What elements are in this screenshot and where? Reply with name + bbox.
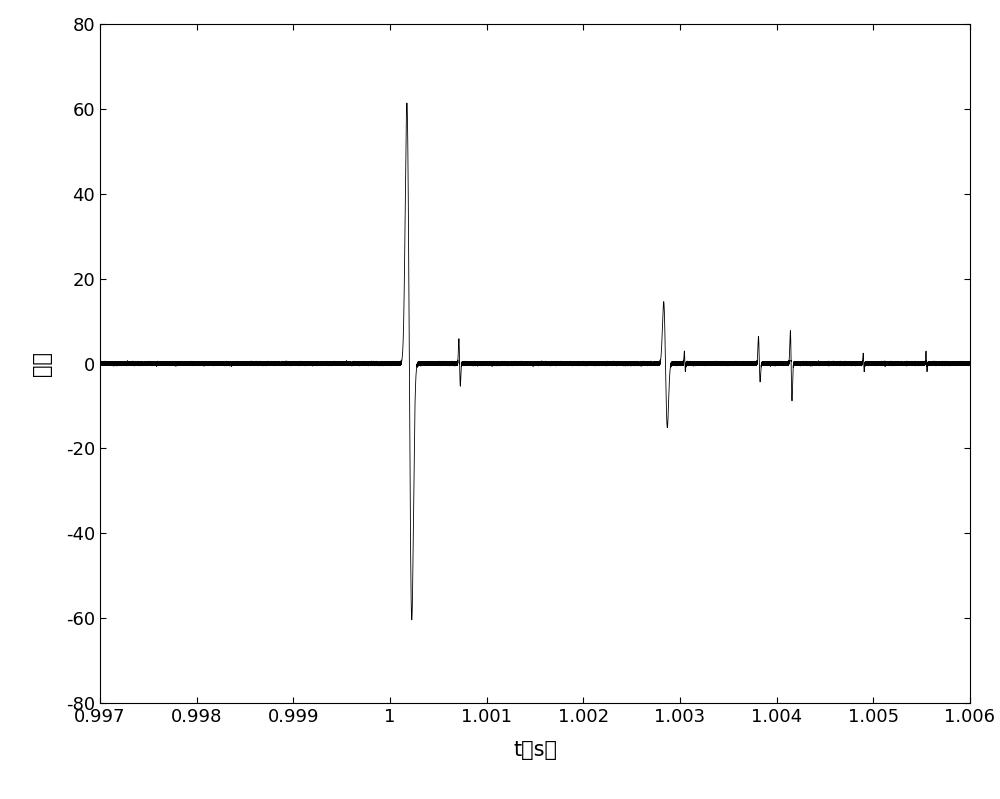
X-axis label: t（s）: t（s）	[513, 740, 557, 760]
Y-axis label: 幅値: 幅値	[32, 351, 52, 376]
